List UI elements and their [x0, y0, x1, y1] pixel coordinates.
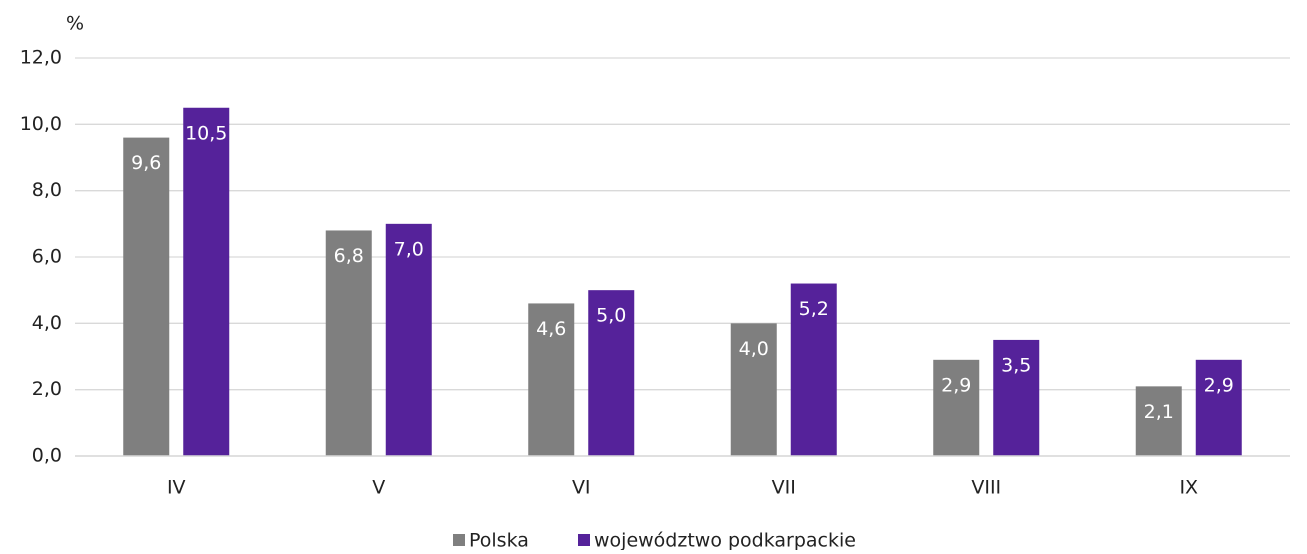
- data-label: 5,0: [596, 305, 626, 327]
- legend-label: Polska: [469, 530, 529, 551]
- data-label: 2,9: [941, 374, 971, 396]
- y-tick-label: 6,0: [32, 246, 62, 268]
- y-tick-label: 0,0: [32, 445, 62, 467]
- bar: [183, 107, 230, 456]
- data-label: 3,5: [1001, 354, 1031, 376]
- x-tick-label: V: [372, 477, 385, 499]
- x-tick-label: IV: [167, 477, 186, 499]
- data-label: 7,0: [394, 238, 424, 260]
- bar: [1195, 359, 1242, 456]
- y-tick-label: 12,0: [20, 47, 62, 69]
- bar: [1135, 386, 1182, 456]
- x-tick-label: IX: [1179, 477, 1198, 499]
- bar: [385, 223, 432, 456]
- bar: [993, 339, 1040, 456]
- data-label: 2,1: [1144, 401, 1174, 423]
- bar: [325, 230, 372, 456]
- y-tick-label: 10,0: [20, 113, 62, 135]
- y-tick-label: 4,0: [32, 312, 62, 334]
- legend-swatch: [453, 534, 465, 546]
- data-label: 5,2: [799, 298, 829, 320]
- x-tick-label: VI: [572, 477, 591, 499]
- legend-label: województwo podkarpackie: [594, 530, 856, 551]
- bar: [790, 283, 837, 456]
- legend-swatch: [578, 534, 590, 546]
- bar: [730, 323, 777, 456]
- data-label: 6,8: [334, 245, 364, 267]
- y-axis-label: %: [66, 13, 84, 35]
- y-tick-label: 2,0: [32, 378, 62, 400]
- x-tick-label: VII: [772, 477, 796, 499]
- data-label: 4,0: [739, 338, 769, 360]
- data-label: 4,6: [536, 318, 566, 340]
- data-label: 2,9: [1204, 374, 1234, 396]
- y-tick-label: 8,0: [32, 179, 62, 201]
- bar: [528, 303, 575, 456]
- bar: [933, 359, 980, 456]
- data-label: 10,5: [185, 122, 227, 144]
- bar: [123, 137, 170, 456]
- bar: [588, 290, 635, 456]
- x-tick-label: VIII: [971, 477, 1001, 499]
- data-label: 9,6: [131, 152, 161, 174]
